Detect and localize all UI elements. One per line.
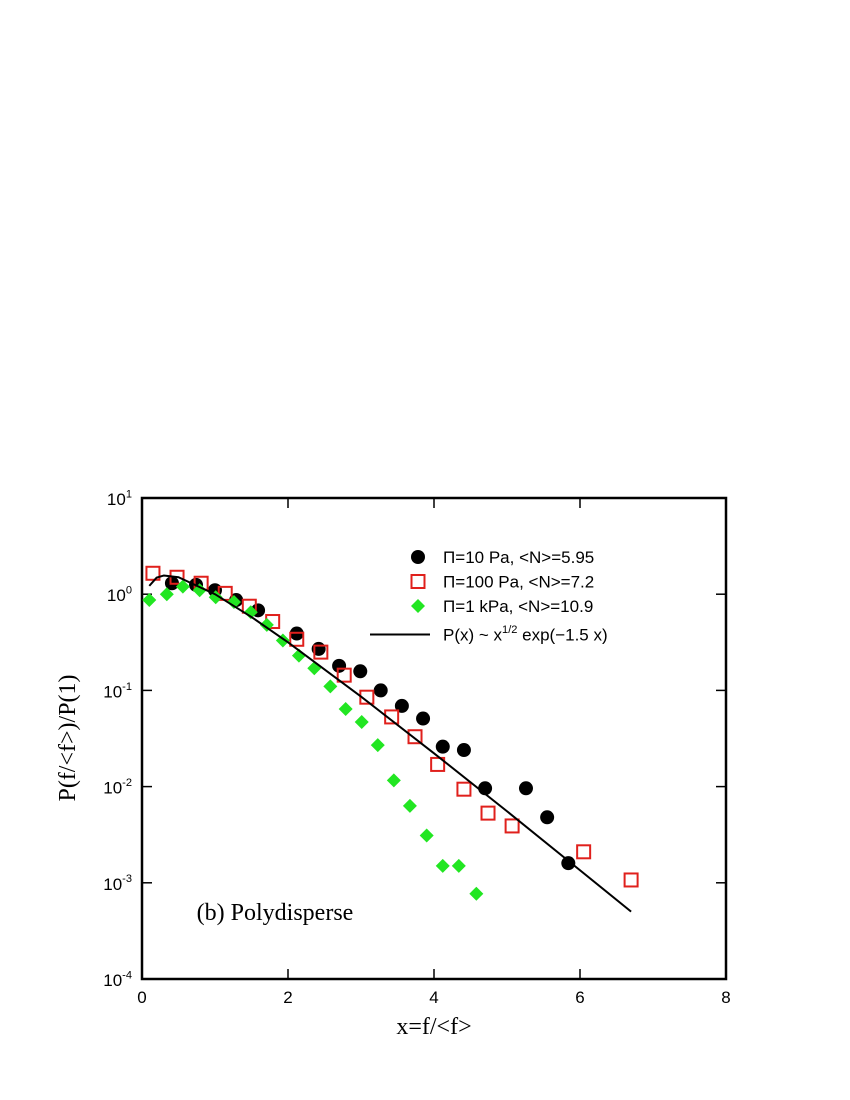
data-point xyxy=(384,709,400,725)
data-point xyxy=(175,579,190,594)
x-tick-label: 4 xyxy=(429,988,438,1007)
y-tick-label: 10-1​ xyxy=(103,681,132,702)
data-point xyxy=(419,828,434,843)
data-point xyxy=(518,781,533,796)
data-point xyxy=(373,683,388,698)
data-point xyxy=(159,587,174,602)
data-point xyxy=(402,798,417,813)
data-point xyxy=(435,858,450,873)
data-point xyxy=(353,664,368,679)
fit-line xyxy=(148,574,632,913)
data-point xyxy=(435,739,450,754)
data-point xyxy=(142,593,157,608)
chart-title: (b) Polydisperse xyxy=(197,900,354,926)
data-point xyxy=(307,661,322,676)
data-point xyxy=(469,886,484,901)
data-point xyxy=(623,872,639,888)
data-point xyxy=(243,605,258,620)
y-tick-label: 10-4​ xyxy=(103,969,132,990)
y-tick-label: 100​ xyxy=(107,585,132,606)
y-tick-label: 10-3​ xyxy=(103,873,132,894)
data-point xyxy=(407,729,423,745)
data-point xyxy=(289,631,305,647)
data-point xyxy=(430,756,446,772)
data-point xyxy=(394,698,409,713)
y-axis-label: P(f/<f>)/P(1) xyxy=(55,674,81,801)
data-point xyxy=(338,702,353,717)
data-point xyxy=(504,818,520,834)
y-tick-label: 101​ xyxy=(107,488,132,509)
legend-label: Π=10 Pa, <N>=5.95 xyxy=(443,548,594,567)
x-tick-label: 6 xyxy=(575,988,584,1007)
x-tick-label: 0 xyxy=(137,988,146,1007)
legend-swatch xyxy=(410,574,426,589)
data-point xyxy=(354,714,369,729)
data-point xyxy=(145,565,161,581)
legend-swatch xyxy=(411,599,425,613)
data-point xyxy=(313,644,329,660)
legend-label: Π=100 Pa, <N>=7.2 xyxy=(443,573,594,592)
data-point xyxy=(561,856,576,871)
legend-label: Π=1 kPa, <N>=10.9 xyxy=(443,597,593,616)
legend-label: P(x) ~ x1/2​ exp(−1.5 x) xyxy=(443,624,608,645)
x-axis-label: x=f/<f> xyxy=(396,1014,471,1040)
data-point xyxy=(480,805,496,821)
legend-swatch xyxy=(411,550,425,564)
x-tick-label: 8 xyxy=(721,988,730,1007)
data-point xyxy=(226,594,241,609)
data-point xyxy=(192,583,207,598)
data-point xyxy=(456,743,471,758)
data-point xyxy=(332,658,347,673)
data-point xyxy=(370,738,385,753)
data-point xyxy=(540,810,555,825)
data-point xyxy=(259,617,274,632)
data-point xyxy=(323,679,338,694)
data-point xyxy=(451,858,466,873)
data-point xyxy=(336,667,352,683)
data-point xyxy=(456,781,472,797)
y-tick-label: 10-2​ xyxy=(103,777,132,798)
x-tick-label: 2 xyxy=(283,988,292,1007)
data-point xyxy=(576,844,592,860)
data-point xyxy=(416,711,431,726)
data-point xyxy=(386,773,401,788)
